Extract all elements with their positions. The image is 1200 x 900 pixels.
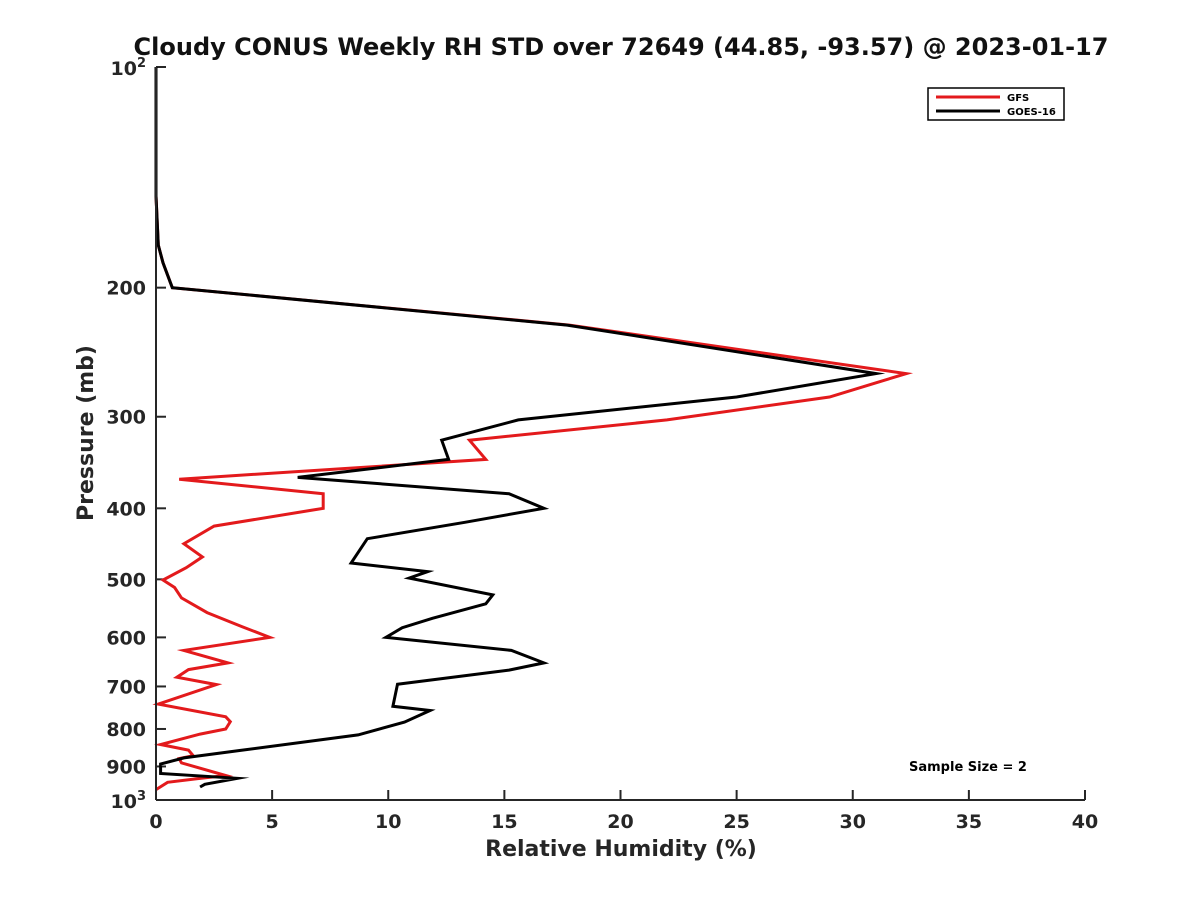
plot-area bbox=[156, 67, 1085, 800]
chart-title-text: Cloudy CONUS Weekly RH STD over 72649 (4… bbox=[134, 33, 1109, 61]
x-axis-ticks: 0 5 10 15 20 25 30 35 40 bbox=[149, 790, 1098, 833]
y-tick-label: 102 bbox=[111, 56, 147, 80]
y-tick-label: 700 bbox=[106, 676, 146, 698]
y-tick-label: 400 bbox=[106, 498, 146, 520]
x-axis-label: Relative Humidity (%) bbox=[485, 837, 757, 862]
y-tick-label-exponent: 3 bbox=[137, 789, 146, 804]
legend-label: GOES-16 bbox=[1007, 107, 1056, 118]
y-tick-label-base: 10 bbox=[111, 791, 137, 813]
x-tick-label: 25 bbox=[723, 811, 749, 833]
axes bbox=[155, 67, 1085, 801]
x-tick-label: 40 bbox=[1072, 811, 1098, 833]
y-tick-label: 300 bbox=[106, 407, 146, 429]
x-tick-label: 30 bbox=[840, 811, 866, 833]
series-line-gfs bbox=[152, 67, 914, 791]
legend-box bbox=[927, 87, 1065, 121]
chart-title: Cloudy CONUS Weekly RH STD over 72649 (4… bbox=[134, 33, 1109, 61]
x-tick-label: 10 bbox=[375, 811, 401, 833]
legend-label: GFS bbox=[1007, 93, 1029, 104]
y-tick-label: 103 bbox=[111, 789, 147, 813]
y-axis-label: Pressure (mb) bbox=[74, 345, 99, 521]
y-tick-label: 800 bbox=[106, 719, 146, 741]
y-tick-label: 200 bbox=[106, 278, 146, 300]
y-tick-label-base: 10 bbox=[111, 58, 137, 80]
x-tick-label: 15 bbox=[491, 811, 517, 833]
legend: GFS GOES-16 bbox=[927, 87, 1065, 121]
x-tick-label: 0 bbox=[149, 811, 162, 833]
sample-size-annotation: Sample Size = 2 bbox=[909, 760, 1027, 775]
y-tick-label: 500 bbox=[106, 569, 146, 591]
y-tick-label-exponent: 2 bbox=[137, 56, 146, 71]
x-tick-label: 35 bbox=[956, 811, 982, 833]
series-layer bbox=[152, 67, 914, 791]
plot-background bbox=[156, 67, 1085, 800]
y-tick-label: 900 bbox=[106, 756, 146, 778]
x-tick-label: 5 bbox=[266, 811, 279, 833]
series-line-goes-16 bbox=[154, 67, 886, 789]
y-tick-label: 600 bbox=[106, 627, 146, 649]
x-tick-label: 20 bbox=[607, 811, 633, 833]
